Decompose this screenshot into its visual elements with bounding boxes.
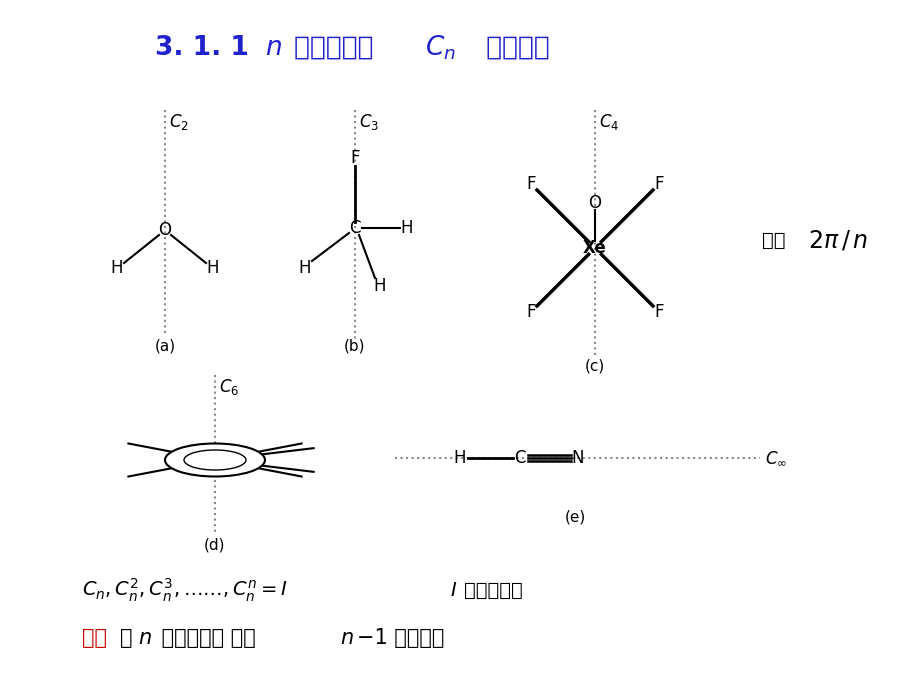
- Text: $C_n, C_n^2, C_n^3, \ldots\ldots, C_n^n = I$: $C_n, C_n^2, C_n^3, \ldots\ldots, C_n^n …: [82, 576, 287, 604]
- Ellipse shape: [165, 444, 265, 477]
- Text: H: H: [110, 259, 123, 277]
- Text: (c): (c): [584, 358, 605, 373]
- Text: (b): (b): [344, 338, 366, 353]
- Text: C: C: [349, 219, 360, 237]
- Ellipse shape: [184, 450, 245, 470]
- Text: $C_4$: $C_4$: [598, 112, 618, 132]
- Text: $C_6$: $C_6$: [219, 377, 239, 397]
- Text: 转角: 转角: [761, 230, 785, 250]
- Text: C: C: [514, 449, 525, 467]
- Text: $n$: $n$: [340, 628, 354, 648]
- Text: H: H: [207, 259, 219, 277]
- Text: F: F: [653, 175, 663, 193]
- Text: H: H: [453, 449, 466, 467]
- Text: $I$: $I$: [449, 580, 457, 600]
- Text: $C_{\infty}$: $C_{\infty}$: [765, 449, 787, 467]
- Text: H: H: [401, 219, 413, 237]
- Text: 3. 1. 1: 3. 1. 1: [154, 35, 249, 61]
- Text: $C_3$: $C_3$: [358, 112, 379, 132]
- Text: Xe: Xe: [583, 239, 607, 257]
- Text: $C_2$: $C_2$: [169, 112, 188, 132]
- Text: ：: ：: [119, 628, 132, 648]
- Text: $n$: $n$: [138, 628, 152, 648]
- Text: N: N: [571, 449, 584, 467]
- Text: $C_n$: $C_n$: [425, 34, 456, 62]
- Text: (d): (d): [204, 538, 225, 553]
- Text: F: F: [526, 175, 536, 193]
- Text: H: H: [373, 277, 386, 295]
- Text: H: H: [299, 259, 311, 277]
- Text: (e): (e): [563, 510, 585, 525]
- Text: $2\pi\,/\,n$: $2\pi\,/\,n$: [807, 228, 868, 252]
- Text: （转动）: （转动）: [468, 35, 550, 61]
- Text: 主轴: 主轴: [82, 628, 107, 648]
- Text: O: O: [158, 221, 171, 239]
- Text: O: O: [588, 194, 601, 212]
- Text: F: F: [526, 303, 536, 321]
- Text: 为恒等操作: 为恒等操作: [463, 580, 522, 600]
- Text: (a): (a): [154, 338, 176, 353]
- Text: $n$: $n$: [265, 35, 281, 61]
- Text: F: F: [653, 303, 663, 321]
- Text: 最大的轴。 产生: 最大的轴。 产生: [154, 628, 262, 648]
- Text: F: F: [350, 149, 359, 167]
- Text: 重对称轴，: 重对称轴，: [285, 35, 373, 61]
- Text: −1 个转动。: −1 个转动。: [357, 628, 444, 648]
